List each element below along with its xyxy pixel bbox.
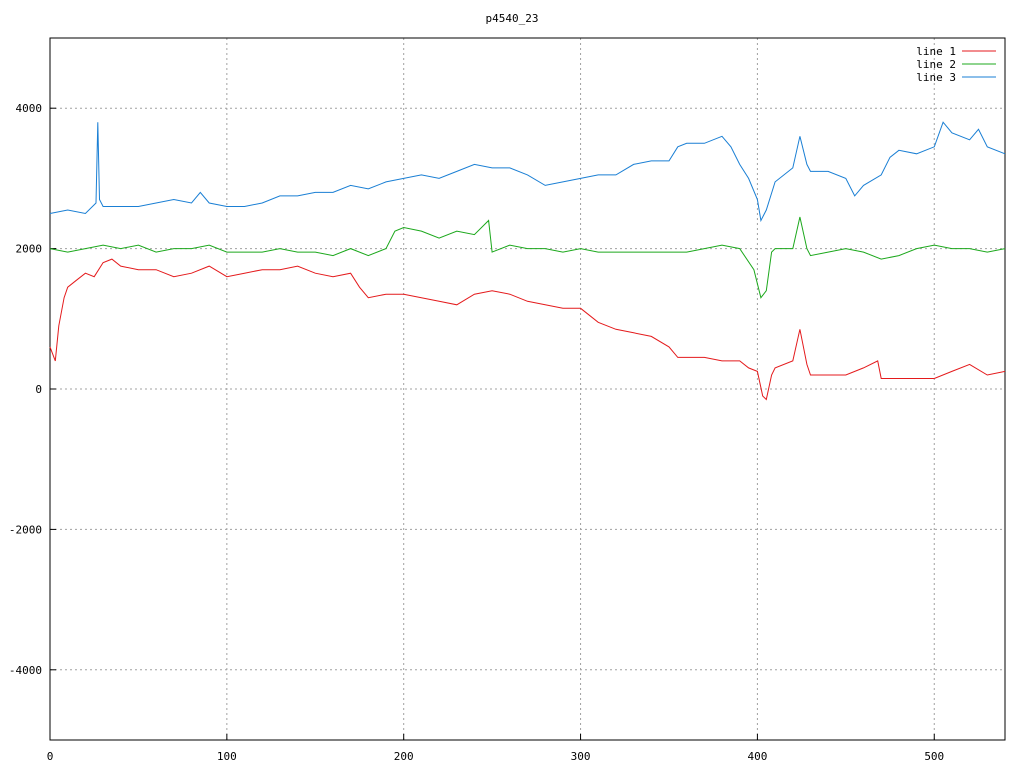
y-tick-label: 4000 <box>16 102 43 115</box>
chart-title: p4540_23 <box>486 12 539 25</box>
y-tick-label: -2000 <box>9 523 42 536</box>
series-line <box>49 258 1006 401</box>
y-tick-label: 2000 <box>16 243 43 256</box>
y-tick-label: -4000 <box>9 664 42 677</box>
legend-label: line 2 <box>916 58 956 71</box>
x-tick-label: 100 <box>217 750 237 763</box>
series-line <box>49 121 1006 223</box>
x-tick-label: 500 <box>924 750 944 763</box>
y-tick-label: 0 <box>35 383 42 396</box>
x-tick-label: 0 <box>47 750 54 763</box>
x-tick-label: 300 <box>571 750 591 763</box>
x-tick-label: 400 <box>747 750 767 763</box>
legend-label: line 3 <box>916 71 956 84</box>
series-line <box>49 216 1006 299</box>
plot-border <box>49 37 1006 741</box>
x-tick-label: 200 <box>394 750 414 763</box>
legend-label: line 1 <box>916 45 956 58</box>
